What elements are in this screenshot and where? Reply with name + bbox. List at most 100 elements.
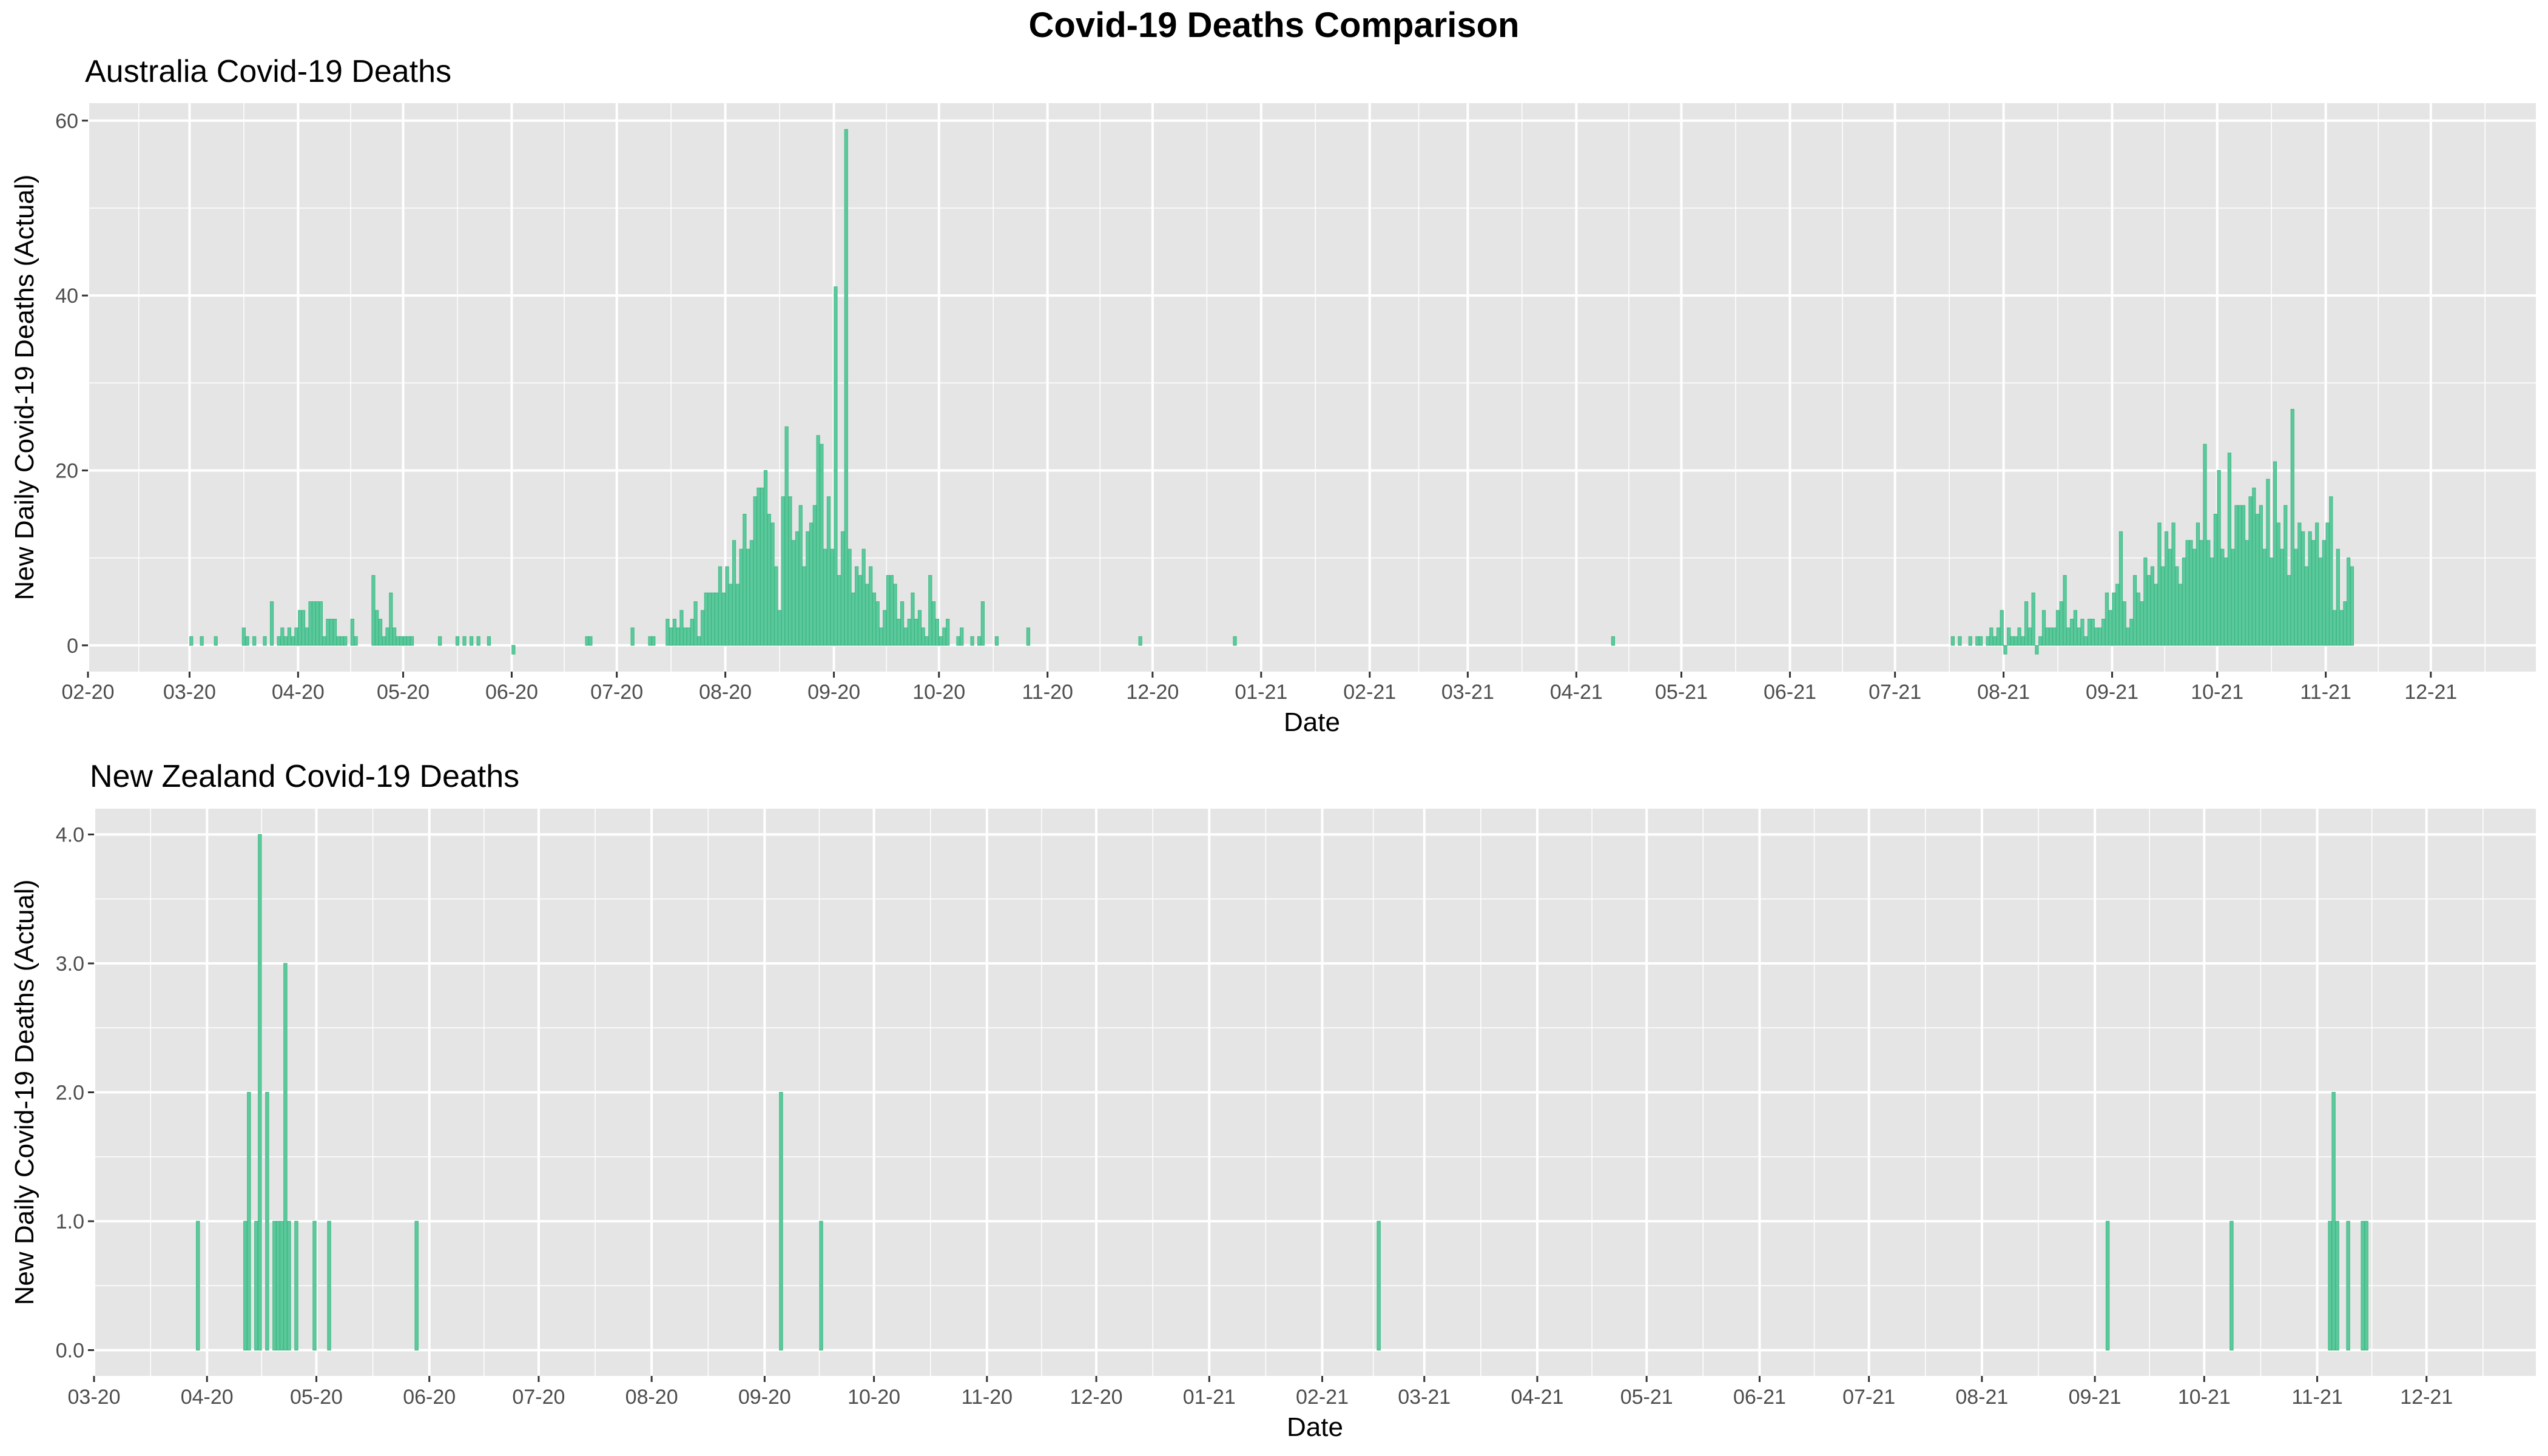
- au-bar: [2000, 610, 2004, 646]
- au-bar: [883, 610, 887, 646]
- au-bar: [2007, 627, 2011, 646]
- au-panel-background: [88, 103, 2536, 672]
- au-bar: [2140, 601, 2144, 646]
- au-bar: [410, 636, 414, 646]
- au-bar: [354, 636, 358, 646]
- nz-y-axis-title: New Daily Covid-19 Deaths (Actual): [10, 880, 39, 1306]
- au-bar: [269, 601, 274, 646]
- au-bar: [942, 627, 946, 646]
- au-bar: [970, 636, 974, 646]
- au-bar: [371, 575, 376, 646]
- au-bar: [2304, 566, 2308, 646]
- au-bar: [946, 619, 950, 646]
- nz-bar: [287, 1221, 291, 1350]
- au-bar: [869, 566, 873, 646]
- au-bar: [329, 619, 334, 646]
- au-x-tick-label: 11-21: [2300, 681, 2351, 704]
- au-bar: [830, 548, 834, 646]
- au-bar: [844, 129, 848, 646]
- au-bar: [2199, 540, 2203, 646]
- nz-x-tick-label: 05-21: [1620, 1386, 1673, 1409]
- au-bar: [2227, 453, 2232, 646]
- au-bar: [396, 636, 400, 646]
- au-bar: [375, 610, 379, 646]
- nz-bar: [272, 1221, 277, 1350]
- au-bar: [2231, 548, 2235, 646]
- nz-x-tick-label: 03-20: [68, 1386, 121, 1409]
- au-bar: [725, 566, 729, 646]
- au-bar: [2273, 461, 2277, 646]
- au-bar: [935, 619, 939, 646]
- au-bar: [291, 636, 295, 646]
- au-x-tick-label: 06-21: [1764, 681, 1816, 704]
- au-bar: [848, 548, 852, 646]
- au-bar: [280, 627, 285, 646]
- au-bar: [2168, 548, 2172, 646]
- au-bar: [336, 636, 340, 646]
- au-x-tick-label: 08-20: [699, 681, 752, 704]
- au-bar: [826, 496, 831, 646]
- au-bar: [917, 610, 922, 646]
- au-bar: [914, 619, 918, 646]
- au-bar: [939, 636, 943, 646]
- au-bar: [2294, 548, 2298, 646]
- au-bar: [2157, 522, 2162, 646]
- au-bar: [1978, 636, 1983, 646]
- au-bar: [1950, 636, 1955, 646]
- nz-x-tick-label: 06-21: [1733, 1386, 1786, 1409]
- nz-x-tick-label: 12-20: [1070, 1386, 1123, 1409]
- au-y-tick-label: 60: [55, 110, 78, 133]
- au-bar: [462, 636, 467, 646]
- au-bar: [907, 619, 911, 646]
- nz-y-tick-label: 0.0: [56, 1340, 84, 1363]
- au-bar: [2115, 584, 2120, 646]
- nz-x-tick-label: 09-20: [738, 1386, 791, 1409]
- au-bar: [683, 627, 687, 646]
- au-bar: [693, 601, 698, 646]
- au-bar: [2266, 479, 2270, 646]
- au-bar: [2224, 558, 2228, 646]
- nz-x-tick-label: 07-21: [1842, 1386, 1895, 1409]
- au-bar: [679, 610, 684, 646]
- au-bar: [2339, 610, 2344, 646]
- au-bar: [588, 636, 593, 646]
- au-bar: [686, 627, 691, 646]
- nz-bar: [819, 1221, 823, 1350]
- au-bar: [2147, 575, 2151, 646]
- au-bar: [2209, 558, 2214, 646]
- nz-x-tick-label: 04-20: [181, 1386, 234, 1409]
- au-bar: [2024, 601, 2029, 646]
- au-bar: [707, 592, 712, 646]
- au-bar: [340, 636, 344, 646]
- au-bar: [788, 496, 792, 646]
- au-bar: [2108, 610, 2112, 646]
- au-bar: [2332, 610, 2337, 646]
- au-x-tick-label: 12-21: [2404, 681, 2457, 704]
- au-bar: [774, 566, 778, 646]
- au-bar: [2101, 619, 2106, 646]
- nz-y-tick-label: 2.0: [56, 1082, 84, 1105]
- au-y-tick-label: 20: [55, 459, 78, 482]
- nz-bar: [2361, 1221, 2365, 1350]
- au-bar: [1989, 627, 1994, 646]
- nz-bar: [196, 1221, 200, 1350]
- au-x-tick-label: 09-21: [2086, 681, 2138, 704]
- au-bar: [795, 531, 800, 646]
- au-bar: [781, 496, 785, 646]
- au-bar: [784, 426, 789, 646]
- au-bar: [2118, 531, 2123, 646]
- au-bar: [1138, 636, 1142, 646]
- au-bar: [2308, 531, 2312, 646]
- au-bar: [889, 575, 894, 646]
- au-bar: [770, 522, 775, 646]
- au-bar: [332, 619, 337, 646]
- au-bar: [630, 627, 635, 646]
- au-bar: [837, 575, 841, 646]
- au-bar: [2350, 566, 2354, 646]
- au-bar: [672, 619, 676, 646]
- au-bar: [1996, 627, 2001, 646]
- au-bar: [438, 636, 442, 646]
- au-bar: [840, 531, 845, 646]
- panel-title-australia: Australia Covid-19 Deaths: [85, 54, 452, 89]
- au-bar: [350, 619, 354, 646]
